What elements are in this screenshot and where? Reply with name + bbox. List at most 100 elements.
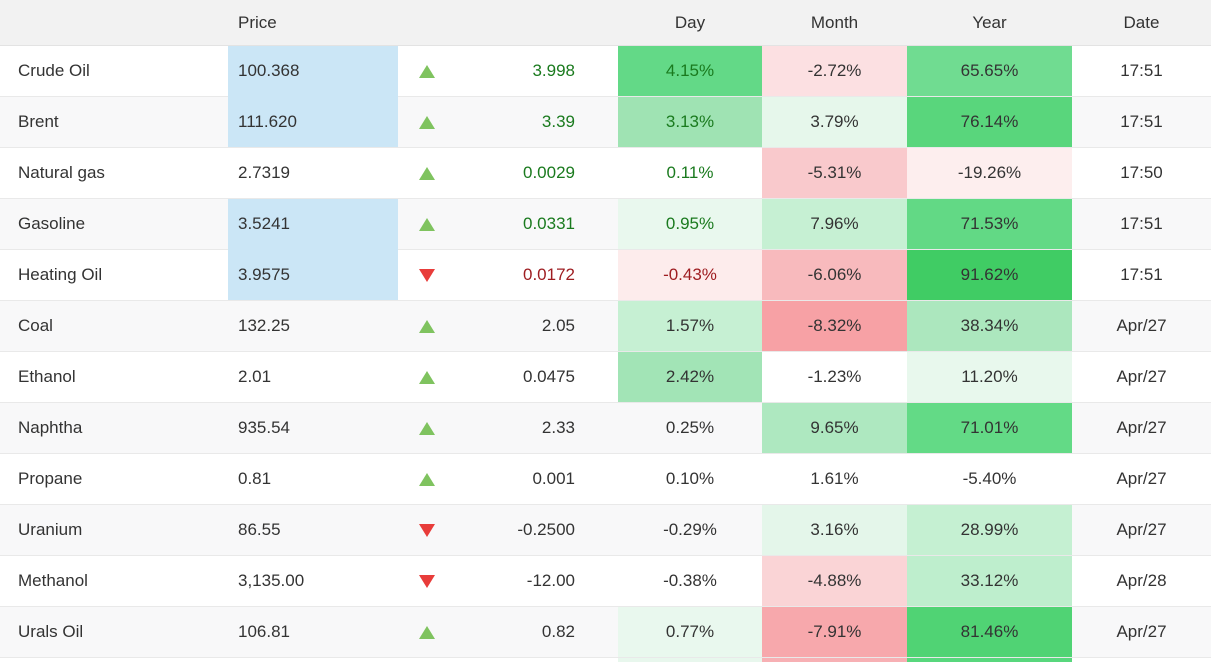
commodity-name-cell[interactable]: Uranium bbox=[0, 504, 228, 556]
change-cell: 0.001 bbox=[455, 453, 618, 505]
up-arrow-icon bbox=[418, 218, 435, 232]
table-row[interactable]: Brent 111.620 3.39 3.13% 3.79% 76.14% 17:51 bbox=[0, 96, 1211, 148]
change-direction-cell bbox=[398, 198, 455, 250]
date-cell: Apr/27 bbox=[1072, 606, 1211, 658]
table-row[interactable]: Ethanol 2.01 0.0475 2.42% -1.23% 11.20% Apr/27 bbox=[0, 351, 1211, 403]
year-percent-cell: 76.14% bbox=[907, 96, 1072, 148]
month-percent-cell: -4.88% bbox=[762, 555, 907, 607]
year-percent-cell: 81.46% bbox=[907, 606, 1072, 658]
table-row[interactable]: Gasoline 3.5241 0.0331 0.95% 7.96% 71.53% 17:5… bbox=[0, 198, 1211, 250]
change-cell: 0.82 bbox=[455, 606, 618, 658]
table-row[interactable]: Heating Oil 3.9575 0.0172 -0.43% -6.06% 91.62… bbox=[0, 249, 1211, 301]
day-percent-cell: 0.25% bbox=[618, 402, 762, 454]
price-cell: 86.55 bbox=[228, 504, 398, 556]
date-cell: 17:50 bbox=[1072, 147, 1211, 199]
date-cell: Apr/27 bbox=[1072, 351, 1211, 403]
header-year: Year bbox=[907, 0, 1072, 46]
change-direction-cell bbox=[398, 351, 455, 403]
price-cell: 2.01 bbox=[228, 351, 398, 403]
year-percent-cell: -5.40% bbox=[907, 453, 1072, 505]
down-arrow-icon bbox=[418, 524, 435, 538]
commodity-name-cell[interactable]: Methanol bbox=[0, 555, 228, 607]
change-cell: 0.0475 bbox=[455, 351, 618, 403]
partial-row-cell bbox=[762, 657, 907, 662]
price-cell: 3.9575 bbox=[228, 249, 398, 301]
day-percent-cell: 2.42% bbox=[618, 351, 762, 403]
day-percent-cell: -0.38% bbox=[618, 555, 762, 607]
change-direction-cell bbox=[398, 300, 455, 352]
day-percent-cell: 4.15% bbox=[618, 45, 762, 97]
partial-row-cell bbox=[398, 657, 455, 662]
date-cell: Apr/27 bbox=[1072, 504, 1211, 556]
year-percent-cell: 71.53% bbox=[907, 198, 1072, 250]
year-percent-cell: -19.26% bbox=[907, 147, 1072, 199]
change-cell: -12.00 bbox=[455, 555, 618, 607]
table-row[interactable]: Natural gas 2.7319 0.0029 0.11% -5.31% -19.26… bbox=[0, 147, 1211, 199]
table-row[interactable]: Methanol 3,135.00 -12.00 -0.38% -4.88% 33.12%… bbox=[0, 555, 1211, 607]
partial-row-cell bbox=[455, 657, 618, 662]
table-row[interactable]: Naphtha 935.54 2.33 0.25% 9.65% 71.01% Apr/27 bbox=[0, 402, 1211, 454]
table-header: Price Day Month Year Date bbox=[0, 0, 1211, 46]
table-row[interactable]: Uranium 86.55 -0.2500 -0.29% 3.16% 28.99% Apr/… bbox=[0, 504, 1211, 556]
change-direction-cell bbox=[398, 453, 455, 505]
price-cell: 132.25 bbox=[228, 300, 398, 352]
date-cell: 17:51 bbox=[1072, 45, 1211, 97]
year-percent-cell: 33.12% bbox=[907, 555, 1072, 607]
price-cell: 935.54 bbox=[228, 402, 398, 454]
month-percent-cell: 3.79% bbox=[762, 96, 907, 148]
commodity-name-cell[interactable]: Heating Oil bbox=[0, 249, 228, 301]
down-arrow-icon bbox=[418, 575, 435, 589]
commodity-name-cell[interactable]: Brent bbox=[0, 96, 228, 148]
commodity-name-cell[interactable]: Propane bbox=[0, 453, 228, 505]
day-percent-cell: 0.95% bbox=[618, 198, 762, 250]
commodity-name-cell[interactable]: Gasoline bbox=[0, 198, 228, 250]
up-arrow-icon bbox=[418, 167, 435, 181]
up-arrow-icon bbox=[418, 473, 435, 487]
header-row: Price Day Month Year Date bbox=[0, 0, 1211, 46]
table-row[interactable]: Urals Oil 106.81 0.82 0.77% -7.91% 81.46% Apr/… bbox=[0, 606, 1211, 658]
table-row[interactable]: Propane 0.81 0.001 0.10% 1.61% -5.40% Apr/27 bbox=[0, 453, 1211, 505]
change-direction-cell bbox=[398, 249, 455, 301]
date-cell: Apr/27 bbox=[1072, 402, 1211, 454]
month-percent-cell: -2.72% bbox=[762, 45, 907, 97]
date-cell: Apr/28 bbox=[1072, 555, 1211, 607]
change-cell: 0.0029 bbox=[455, 147, 618, 199]
commodity-name-cell[interactable]: Natural gas bbox=[0, 147, 228, 199]
month-percent-cell: -1.23% bbox=[762, 351, 907, 403]
year-percent-cell: 38.34% bbox=[907, 300, 1072, 352]
partial-row-cell bbox=[0, 657, 228, 662]
header-price: Price bbox=[228, 0, 398, 46]
price-cell: 100.368 bbox=[228, 45, 398, 97]
change-cell: 2.33 bbox=[455, 402, 618, 454]
price-cell: 111.620 bbox=[228, 96, 398, 148]
price-cell: 0.81 bbox=[228, 453, 398, 505]
change-direction-cell bbox=[398, 606, 455, 658]
header-month: Month bbox=[762, 0, 907, 46]
partial-row-cell bbox=[907, 657, 1072, 662]
year-percent-cell: 91.62% bbox=[907, 249, 1072, 301]
table-row[interactable]: Crude Oil 100.368 3.998 4.15% -2.72% 65.65% 17… bbox=[0, 45, 1211, 97]
up-arrow-icon bbox=[418, 320, 435, 334]
up-arrow-icon bbox=[418, 422, 435, 436]
commodity-name-cell[interactable]: Urals Oil bbox=[0, 606, 228, 658]
table-row[interactable]: Coal 132.25 2.05 1.57% -8.32% 38.34% Apr/27 bbox=[0, 300, 1211, 352]
partially-visible-row[interactable] bbox=[0, 657, 1211, 662]
table-body: Crude Oil 100.368 3.998 4.15% -2.72% 65.65% 17… bbox=[0, 45, 1211, 662]
change-cell: 0.0172 bbox=[455, 249, 618, 301]
header-name bbox=[0, 0, 228, 46]
commodity-name-cell[interactable]: Naphtha bbox=[0, 402, 228, 454]
date-cell: 17:51 bbox=[1072, 96, 1211, 148]
day-percent-cell: 0.10% bbox=[618, 453, 762, 505]
price-cell: 3,135.00 bbox=[228, 555, 398, 607]
month-percent-cell: 7.96% bbox=[762, 198, 907, 250]
month-percent-cell: 3.16% bbox=[762, 504, 907, 556]
month-percent-cell: 1.61% bbox=[762, 453, 907, 505]
change-cell: 2.05 bbox=[455, 300, 618, 352]
header-arrow bbox=[398, 0, 455, 46]
commodity-name-cell[interactable]: Ethanol bbox=[0, 351, 228, 403]
commodity-name-cell[interactable]: Crude Oil bbox=[0, 45, 228, 97]
up-arrow-icon bbox=[418, 116, 435, 130]
day-percent-cell: 3.13% bbox=[618, 96, 762, 148]
commodity-name-cell[interactable]: Coal bbox=[0, 300, 228, 352]
